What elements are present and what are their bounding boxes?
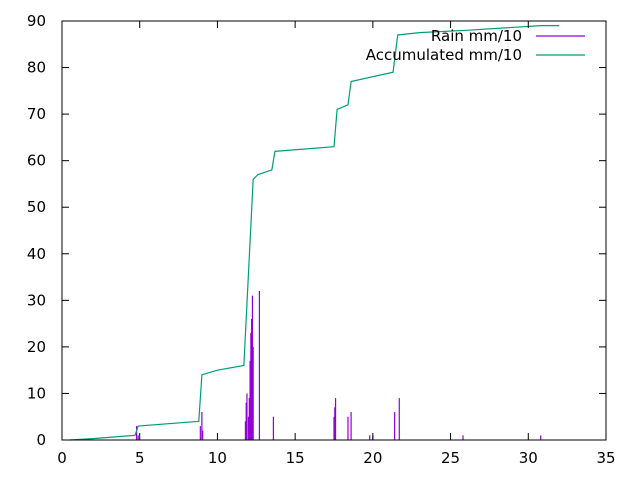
y-tick-label: 0 bbox=[36, 431, 46, 449]
x-tick-label: 15 bbox=[286, 449, 305, 467]
x-tick-label: 25 bbox=[441, 449, 460, 467]
x-tick-label: 5 bbox=[135, 449, 145, 467]
y-tick-label: 10 bbox=[27, 384, 46, 402]
y-tick-label: 50 bbox=[27, 198, 46, 216]
x-tick-label: 30 bbox=[519, 449, 538, 467]
legend-label-rain: Rain mm/10 bbox=[431, 27, 522, 45]
x-tick-label: 35 bbox=[596, 449, 615, 467]
accumulated-series-line bbox=[69, 25, 560, 441]
y-tick-label: 30 bbox=[27, 291, 46, 309]
rain-series bbox=[136, 291, 542, 440]
y-axis: 0 10 20 30 40 50 60 70 80 90 bbox=[27, 12, 606, 449]
x-tick-label: 0 bbox=[57, 449, 67, 467]
x-axis: 0 5 10 15 20 25 30 35 bbox=[57, 21, 616, 467]
x-tick-label: 20 bbox=[363, 449, 382, 467]
y-tick-label: 60 bbox=[27, 152, 46, 170]
y-tick-label: 80 bbox=[27, 59, 46, 77]
y-tick-label: 70 bbox=[27, 105, 46, 123]
y-tick-label: 90 bbox=[27, 12, 46, 30]
legend: Rain mm/10 Accumulated mm/10 bbox=[366, 27, 585, 64]
x-tick-label: 10 bbox=[208, 449, 227, 467]
plot-frame bbox=[61, 20, 607, 441]
y-tick-label: 40 bbox=[27, 245, 46, 263]
y-tick-label: 20 bbox=[27, 338, 46, 356]
legend-label-accumulated: Accumulated mm/10 bbox=[366, 46, 522, 64]
